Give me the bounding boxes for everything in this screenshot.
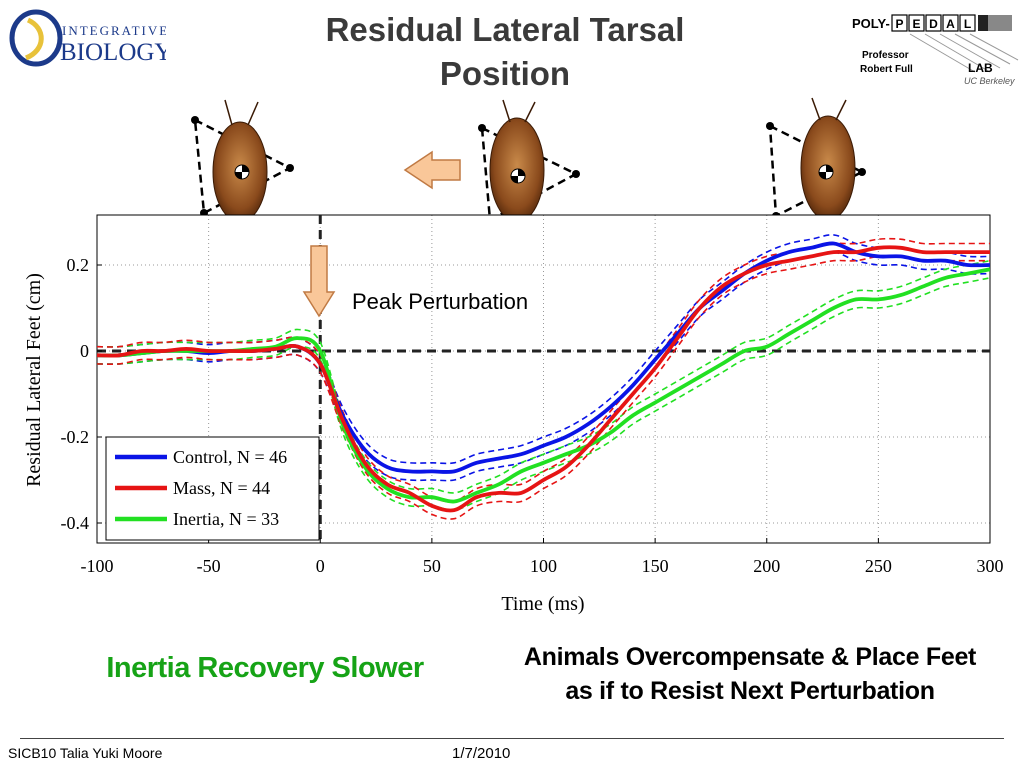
pedal-letter-box [925, 14, 942, 32]
y-tick-label: 0 [80, 341, 89, 361]
cockroach-illustration-left [191, 99, 294, 223]
series-layer [97, 234, 990, 520]
logo-sub-text: UC Berkeley [964, 76, 1015, 86]
cockroach-antenna-icon [502, 99, 536, 123]
y-tick-label: 0.2 [67, 255, 90, 275]
footer-divider [20, 738, 1004, 739]
pedal-letter-box [959, 14, 976, 32]
footer-date: 1/7/2010 [452, 745, 511, 762]
peak-perturbation-arrow-icon [302, 245, 336, 318]
pedal-letter: A [946, 17, 955, 31]
series-band-line [97, 259, 990, 494]
legend-label: Inertia, N = 33 [173, 509, 279, 529]
pedal-letter: E [912, 17, 920, 31]
cockroach-illustration-right [766, 97, 866, 221]
y-tick-label: -0.2 [61, 427, 90, 447]
y-axis-ticks: -0.4 -0.2 0 0.2 [61, 255, 102, 533]
overcompensate-note: Animals Overcompensate & Place Feet as i… [480, 640, 1020, 708]
y-tick-label: -0.4 [61, 513, 90, 533]
cockroach-antenna-icon [811, 97, 847, 121]
title-line-1: Residual Lateral Tarsal [325, 11, 685, 48]
pedal-letter: P [895, 17, 903, 31]
y-axis-title: Residual Lateral Feet (cm) [23, 273, 45, 487]
pedal-letter-box [908, 14, 925, 32]
overcompensate-note-line-1: Animals Overcompensate & Place Feet [523, 643, 977, 671]
logo-ring-icon [9, 9, 63, 67]
logo-professor-text: Professor [862, 50, 909, 61]
series-band-line [97, 255, 990, 520]
legend-label: Mass, N = 44 [173, 478, 270, 498]
logo-grey-block-icon [988, 15, 1012, 31]
cockroach-illustration-middle [478, 99, 580, 224]
x-tick-label: 200 [753, 556, 780, 576]
chart-legend: Control, N = 46 Mass, N = 44 Inertia, N = … [105, 436, 320, 541]
integrative-biology-logo: INTEGRATIVE BIOLOGY [9, 9, 166, 67]
legend-label: Control, N = 46 [173, 447, 287, 467]
logo-dark-block-icon [978, 15, 988, 31]
cockroach-antenna-icon [224, 99, 259, 126]
logo-swirl-icon [24, 17, 44, 61]
overcompensate-note-line-2: as if to Resist Next Perturbation [565, 677, 935, 705]
peak-perturbation-annotation: Peak Perturbation [352, 289, 528, 314]
logo-top-text: INTEGRATIVE [62, 23, 166, 38]
pedal-letter-box [942, 14, 959, 32]
slide-title: Residual Lateral Tarsal Position [240, 8, 770, 96]
logo-name-text: Robert Full [860, 64, 913, 75]
logo-lab-text: LAB [968, 61, 993, 75]
x-tick-label: 300 [977, 556, 1004, 576]
reference-lines [97, 215, 990, 543]
x-tick-label: 50 [423, 556, 441, 576]
x-axis-title: Time (ms) [501, 593, 584, 615]
logo-poly-prefix: POLY- [852, 16, 890, 31]
perturbation-direction-arrow-icon [403, 150, 461, 190]
logo-bottom-text: BIOLOGY [60, 39, 166, 66]
x-tick-label: 250 [865, 556, 892, 576]
logo-diagonal-lines-icon [909, 33, 1019, 73]
title-line-2: Position [439, 55, 571, 92]
footer-author: SICB10 Talia Yuki Moore [8, 745, 163, 761]
pedal-letter: L [964, 17, 971, 31]
x-tick-label: 100 [530, 556, 557, 576]
x-tick-label: 150 [642, 556, 669, 576]
x-tick-label: 0 [316, 556, 325, 576]
x-tick-label: -50 [197, 556, 221, 576]
inertia-recovery-note: Inertia Recovery Slower [106, 652, 424, 684]
pedal-letter: D [929, 17, 938, 31]
residual-lateral-feet-chart: -100 -50 0 50 100 150 200 250 300 -0.4 -0.2 0 0.2 T… [23, 97, 1004, 615]
pedal-letter-box [891, 14, 908, 32]
x-tick-label: -100 [81, 556, 114, 576]
x-axis-ticks: -100 -50 0 50 100 150 200 250 300 [81, 538, 1004, 576]
series-line-mass [97, 245, 990, 513]
